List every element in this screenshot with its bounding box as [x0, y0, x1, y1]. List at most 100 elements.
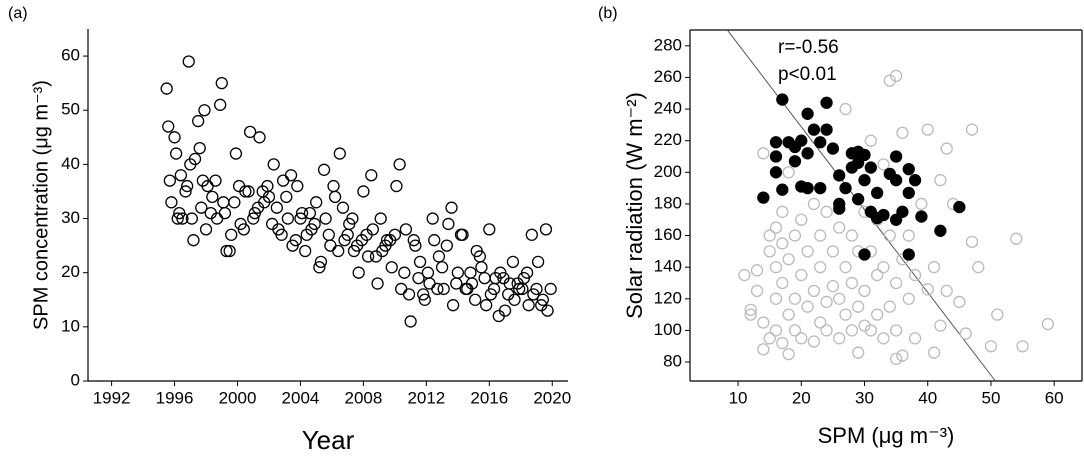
- point: [267, 158, 280, 171]
- panel-label: (a): [8, 5, 28, 22]
- point: [182, 55, 195, 68]
- point: [927, 261, 941, 274]
- point: [877, 261, 890, 274]
- point: [757, 343, 770, 356]
- point: [858, 174, 871, 187]
- point: [322, 228, 335, 241]
- point: [801, 245, 814, 258]
- x-axis-label: SPM (μg m⁻³): [818, 423, 955, 448]
- point: [225, 228, 238, 241]
- point: [776, 237, 789, 250]
- point: [839, 102, 852, 116]
- point: [308, 217, 321, 231]
- point: [776, 276, 789, 290]
- point: [209, 174, 222, 187]
- point: [176, 212, 189, 225]
- point: [475, 261, 488, 274]
- point: [763, 245, 776, 258]
- point: [399, 223, 413, 236]
- point: [889, 69, 903, 83]
- point: [192, 114, 205, 128]
- y-tick-label: 30: [61, 208, 80, 227]
- point: [889, 150, 903, 163]
- point: [374, 212, 387, 225]
- point: [934, 174, 947, 187]
- x-tick-label: 40: [918, 388, 937, 407]
- point: [902, 292, 915, 305]
- point: [218, 206, 232, 220]
- point: [468, 293, 482, 306]
- x-tick-label: 2008: [344, 388, 382, 407]
- point: [820, 295, 833, 309]
- point: [921, 123, 934, 136]
- point: [763, 229, 776, 242]
- point: [445, 201, 458, 214]
- point: [417, 288, 430, 301]
- point: [232, 179, 246, 193]
- point: [184, 158, 197, 171]
- point: [195, 201, 208, 214]
- point: [782, 308, 795, 321]
- point: [398, 266, 411, 279]
- point: [284, 169, 298, 182]
- point: [889, 174, 903, 187]
- point: [833, 292, 846, 305]
- point: [858, 284, 871, 298]
- point: [864, 134, 877, 147]
- x-tick-label: 2020: [533, 388, 571, 407]
- point: [428, 234, 441, 247]
- point: [280, 190, 293, 204]
- point: [883, 229, 896, 242]
- point: [442, 217, 455, 231]
- y-tick-label: 180: [654, 193, 682, 212]
- y-tick-label: 160: [654, 225, 682, 244]
- annotation: r=-0.56: [778, 37, 839, 58]
- point: [953, 200, 966, 214]
- point: [346, 212, 359, 225]
- point: [820, 205, 833, 218]
- point: [870, 186, 884, 200]
- point: [454, 228, 468, 241]
- point: [228, 196, 241, 209]
- x-tick-label: 2004: [282, 388, 320, 407]
- point: [516, 282, 529, 296]
- point: [314, 255, 328, 269]
- point: [908, 268, 922, 282]
- point: [217, 196, 230, 209]
- y-tick-label: 260: [654, 67, 682, 86]
- point: [162, 120, 175, 133]
- point: [171, 212, 184, 225]
- point: [413, 255, 427, 269]
- point: [744, 308, 757, 321]
- point: [261, 179, 274, 193]
- point: [193, 141, 206, 155]
- y-tick-label: 240: [654, 99, 682, 118]
- point: [889, 276, 903, 290]
- point: [180, 179, 194, 193]
- point: [247, 212, 260, 225]
- point: [1041, 317, 1055, 331]
- point: [902, 186, 915, 200]
- point: [738, 268, 751, 282]
- point: [478, 271, 491, 285]
- point: [782, 166, 795, 179]
- y-tick-label: 80: [663, 352, 682, 371]
- point: [459, 282, 472, 296]
- point: [852, 156, 865, 169]
- point: [896, 126, 909, 139]
- point: [237, 223, 250, 236]
- point: [788, 292, 802, 305]
- point: [432, 250, 446, 263]
- point: [921, 283, 934, 296]
- point: [953, 295, 966, 309]
- point: [965, 235, 979, 249]
- point: [769, 324, 783, 337]
- point: [757, 191, 770, 204]
- point: [744, 303, 757, 317]
- point: [852, 300, 865, 313]
- y-tick-label: 140: [654, 257, 682, 276]
- point: [940, 284, 953, 298]
- y-tick-label: 280: [654, 35, 682, 54]
- point: [858, 248, 871, 261]
- point: [833, 332, 846, 345]
